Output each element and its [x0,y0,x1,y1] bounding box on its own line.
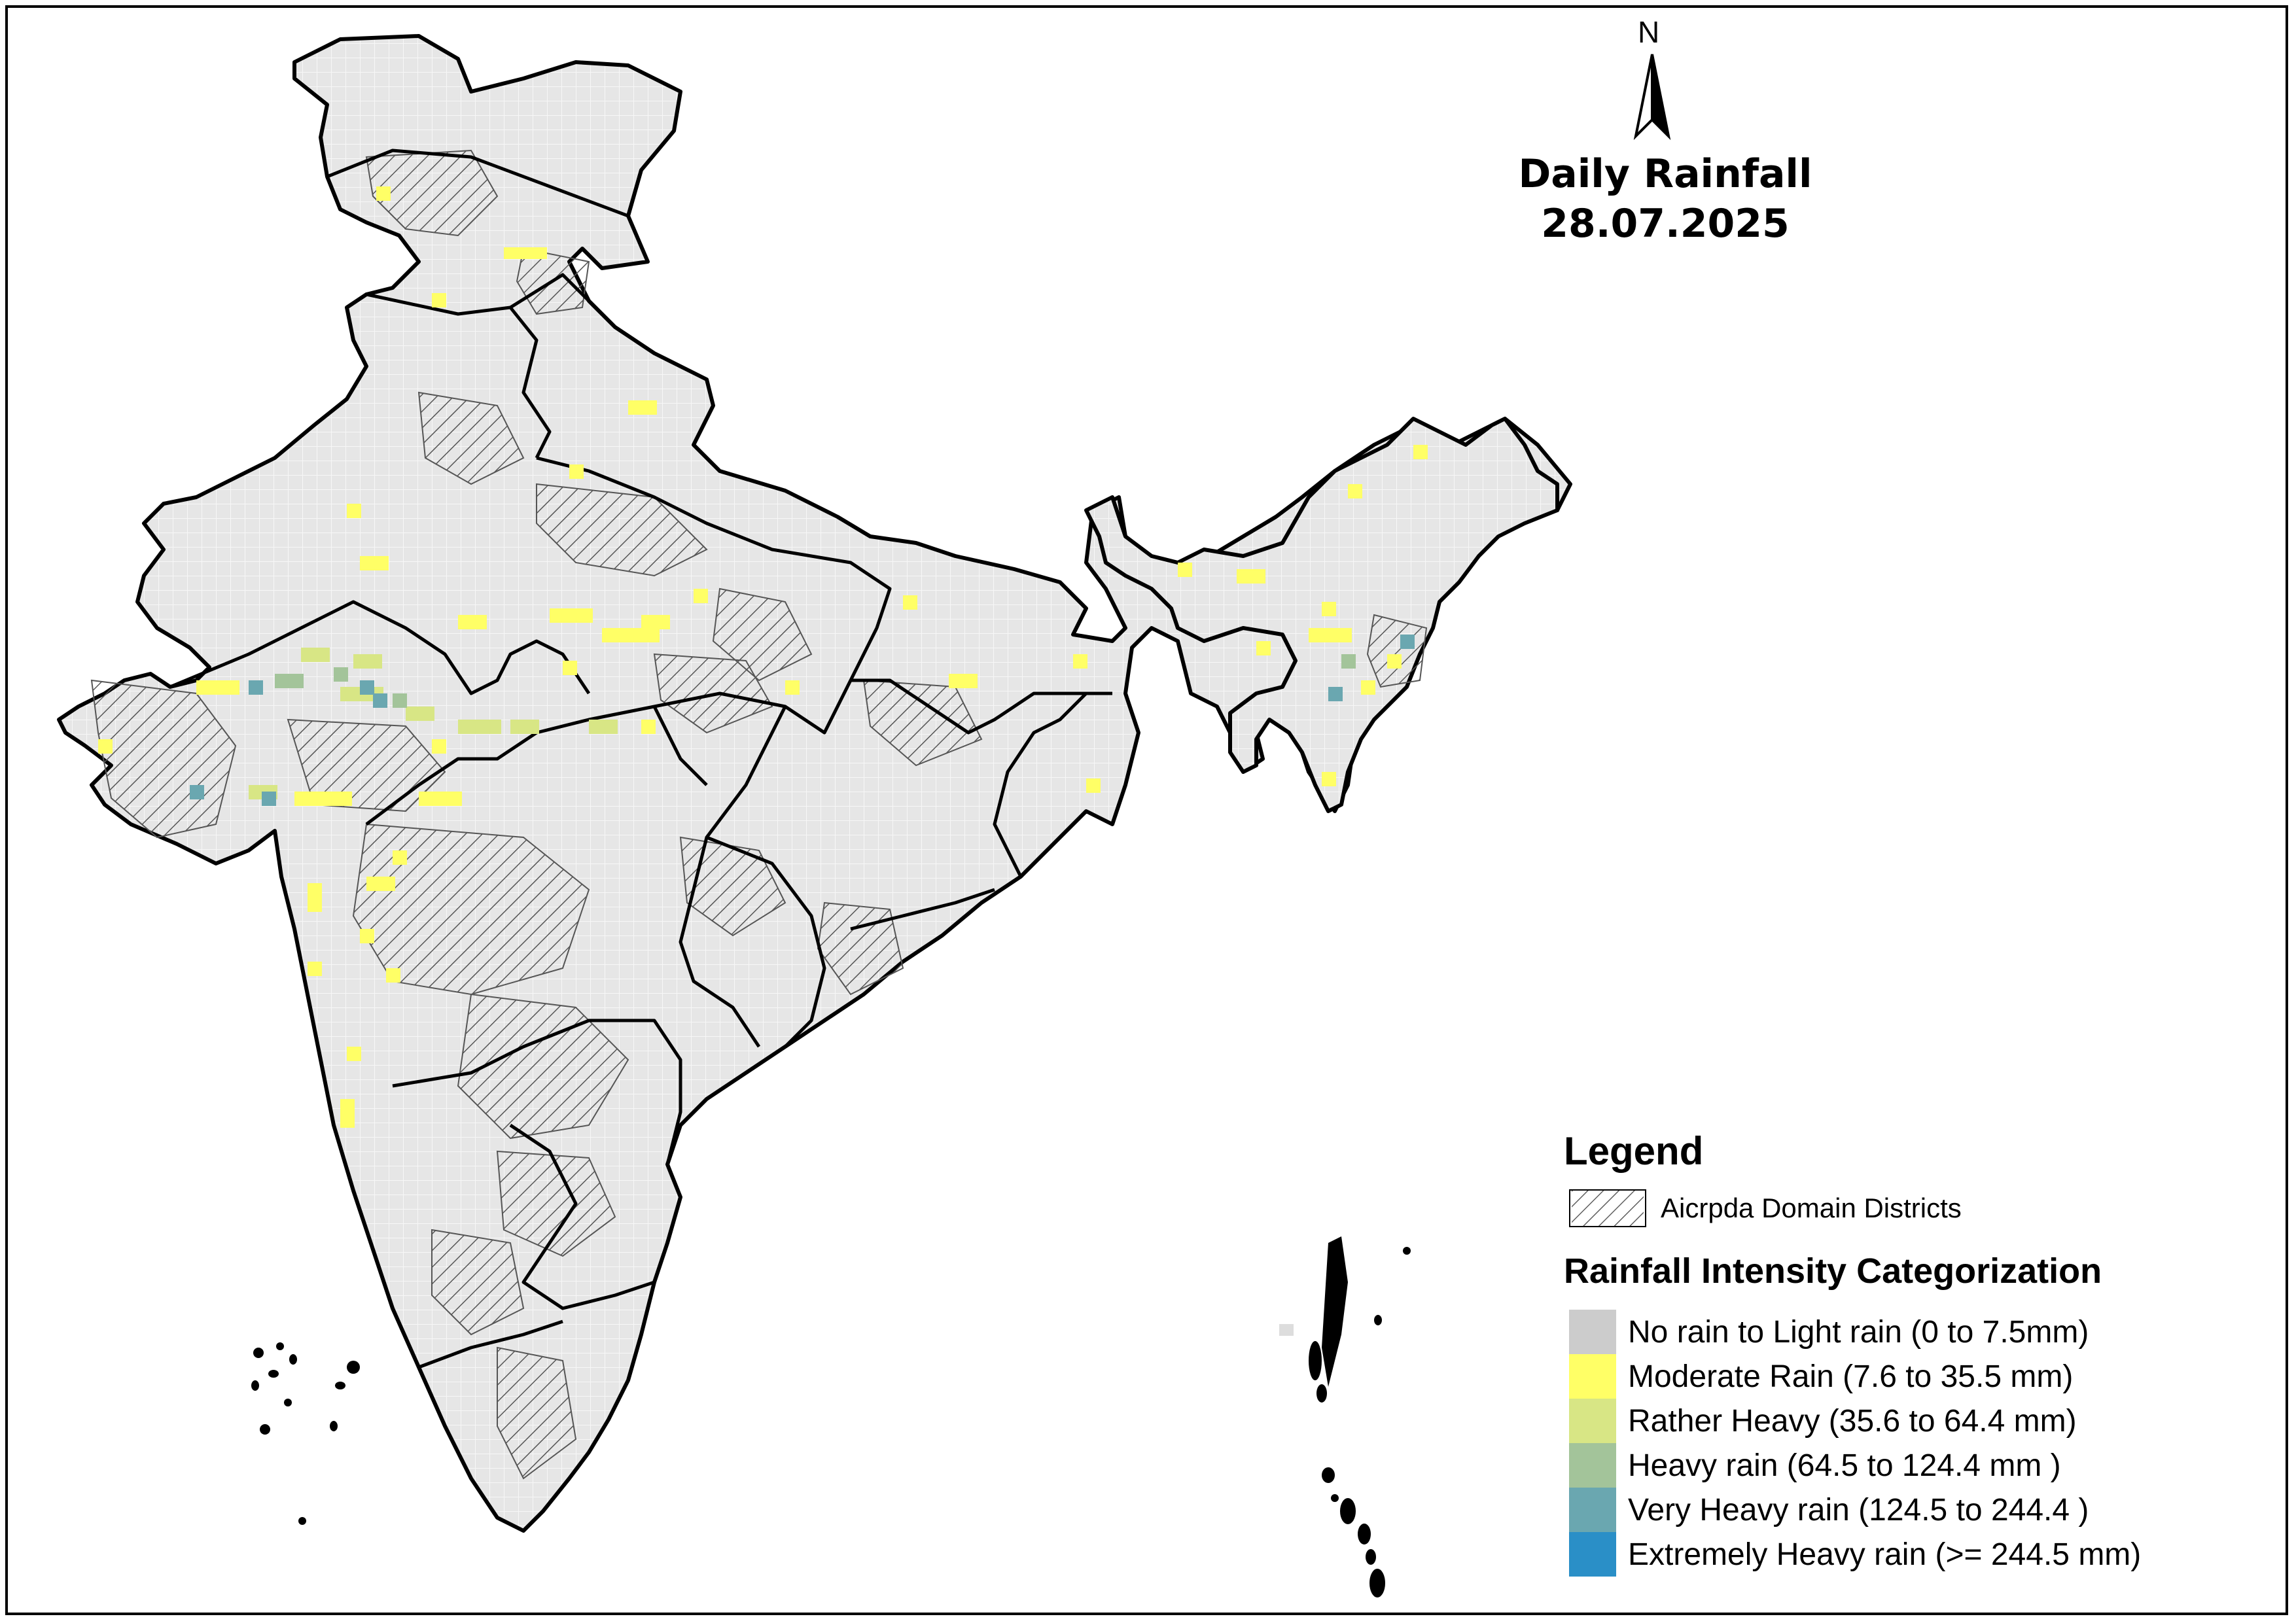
category-title: Rainfall Intensity Categorization [1564,1251,2102,1291]
map-date: 28.07.2025 [1541,201,1790,247]
legend-label: No rain to Light rain (0 to 7.5mm) [1628,1314,2089,1350]
state-boundaries [169,148,1112,1369]
map-title-block: Daily Rainfall 28.07.2025 [1472,149,1858,249]
legend-label: Heavy rain (64.5 to 124.4 mm ) [1628,1448,2061,1483]
north-arrow-icon [1633,54,1671,141]
rainfall-cells-very-heavy [190,635,1415,806]
legend-item: Very Heavy rain (124.5 to 244.4 ) [1569,1488,2257,1532]
legend: Legend Aicrpda Domain Districts Rainfall… [1564,1128,2257,1577]
andaman-nicobar-islands [1279,1236,1411,1597]
rainfall-cells-heavy [275,654,1356,708]
legend-label: Rather Heavy (35.6 to 64.4 mm) [1628,1403,2077,1439]
legend-title: Legend [1564,1129,1704,1173]
rainfall-cells-moderate [98,186,1428,1128]
legend-swatch [1569,1443,1616,1488]
aicrpda-domain-districts [90,149,1428,1480]
legend-swatch [1569,1532,1616,1577]
legend-label: Extremely Heavy rain (>= 244.5 mm) [1628,1537,2142,1572]
legend-item: Moderate Rain (7.6 to 35.5 mm) [1569,1354,2257,1399]
lakshadweep-islands [251,1342,360,1525]
category-list: No rain to Light rain (0 to 7.5mm) Moder… [1564,1310,2257,1577]
legend-swatch [1569,1310,1616,1354]
legend-item: Rather Heavy (35.6 to 64.4 mm) [1569,1399,2257,1443]
legend-swatch [1569,1488,1616,1532]
legend-label: Moderate Rain (7.6 to 35.5 mm) [1628,1359,2074,1394]
map-title: Daily Rainfall [1518,151,1812,197]
north-label: N [1638,15,1660,49]
legend-hatch-row: Aicrpda Domain Districts [1569,1189,2257,1227]
legend-swatch [1569,1399,1616,1443]
legend-item: Extremely Heavy rain (>= 244.5 mm) [1569,1532,2257,1577]
legend-label: Very Heavy rain (124.5 to 244.4 ) [1628,1492,2089,1527]
hatch-swatch [1569,1189,1646,1227]
hatch-label: Aicrpda Domain Districts [1661,1193,1962,1223]
legend-item: No rain to Light rain (0 to 7.5mm) [1569,1310,2257,1354]
legend-swatch [1569,1354,1616,1399]
map-frame [5,5,2288,1615]
legend-item: Heavy rain (64.5 to 124.4 mm ) [1569,1443,2257,1488]
